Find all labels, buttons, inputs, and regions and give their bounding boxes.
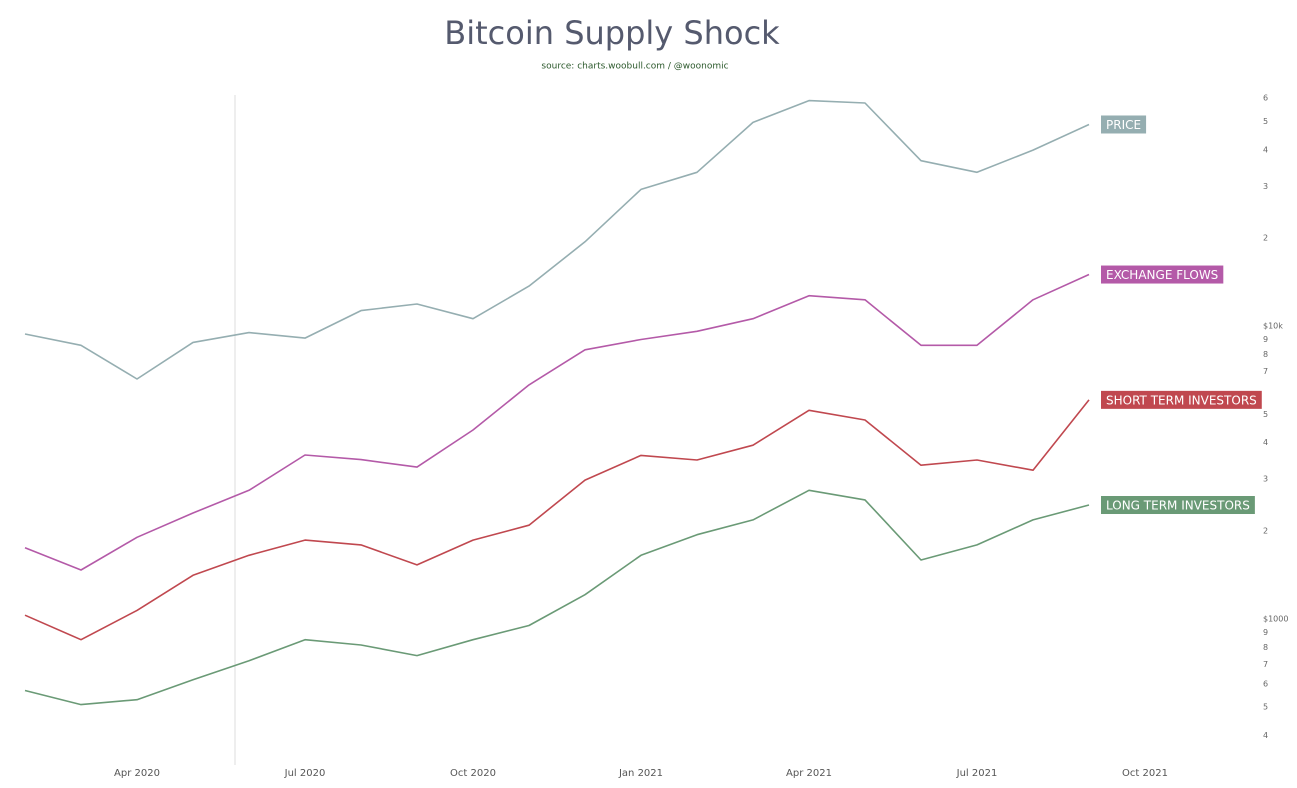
- series-line: [24, 99, 1090, 380]
- series-line: [24, 273, 1090, 571]
- x-tick-label: Oct 2021: [1122, 768, 1168, 779]
- y-tick-label: 3: [1263, 475, 1268, 484]
- y-tick-label: 5: [1263, 410, 1268, 419]
- chart-subtitle: source: charts.woobull.com / @woonomic: [541, 62, 728, 72]
- y-tick-label: 8: [1263, 643, 1268, 652]
- series-label-box: [1101, 265, 1224, 284]
- y-tick-label: $10k: [1263, 322, 1283, 331]
- y-tick-label: 2: [1263, 233, 1268, 242]
- series-label: LONG TERM INVESTORS: [1106, 499, 1250, 513]
- y-tick-label: $1000: [1263, 614, 1288, 623]
- series-line: [24, 399, 1090, 641]
- y-tick-label: 5: [1263, 117, 1268, 126]
- series-label-box: [1101, 496, 1255, 515]
- y-tick-label: 4: [1263, 145, 1268, 154]
- y-tick-label: 7: [1263, 660, 1268, 669]
- series-line: [24, 489, 1090, 706]
- y-tick-label: 9: [1263, 335, 1268, 344]
- y-tick-label: 6: [1263, 679, 1268, 688]
- y-tick-label: 5: [1263, 703, 1268, 712]
- chart-title: Bitcoin Supply Shock: [444, 14, 780, 52]
- y-tick-label: 3: [1263, 182, 1268, 191]
- series-label-box: [1101, 115, 1147, 134]
- y-tick-label: 2: [1263, 526, 1268, 535]
- y-tick-label: 8: [1263, 350, 1268, 359]
- x-tick-label: Apr 2021: [786, 768, 832, 779]
- series-label-box: [1101, 390, 1262, 409]
- y-tick-label: 7: [1263, 367, 1268, 376]
- series-label: EXCHANGE FLOWS: [1106, 268, 1218, 282]
- x-tick-label: Apr 2020: [114, 768, 160, 779]
- x-tick-label: Jul 2021: [956, 768, 998, 779]
- y-tick-label: 9: [1263, 628, 1268, 637]
- series-label: PRICE: [1106, 118, 1141, 132]
- y-tick-label: 4: [1263, 438, 1268, 447]
- x-tick-label: Jan 2021: [618, 768, 663, 779]
- x-tick-label: Oct 2020: [450, 768, 496, 779]
- x-tick-label: Jul 2020: [284, 768, 326, 779]
- y-tick-label: 4: [1263, 731, 1268, 740]
- y-tick-label: 6: [1263, 94, 1268, 103]
- series-label: SHORT TERM INVESTORS: [1106, 393, 1257, 407]
